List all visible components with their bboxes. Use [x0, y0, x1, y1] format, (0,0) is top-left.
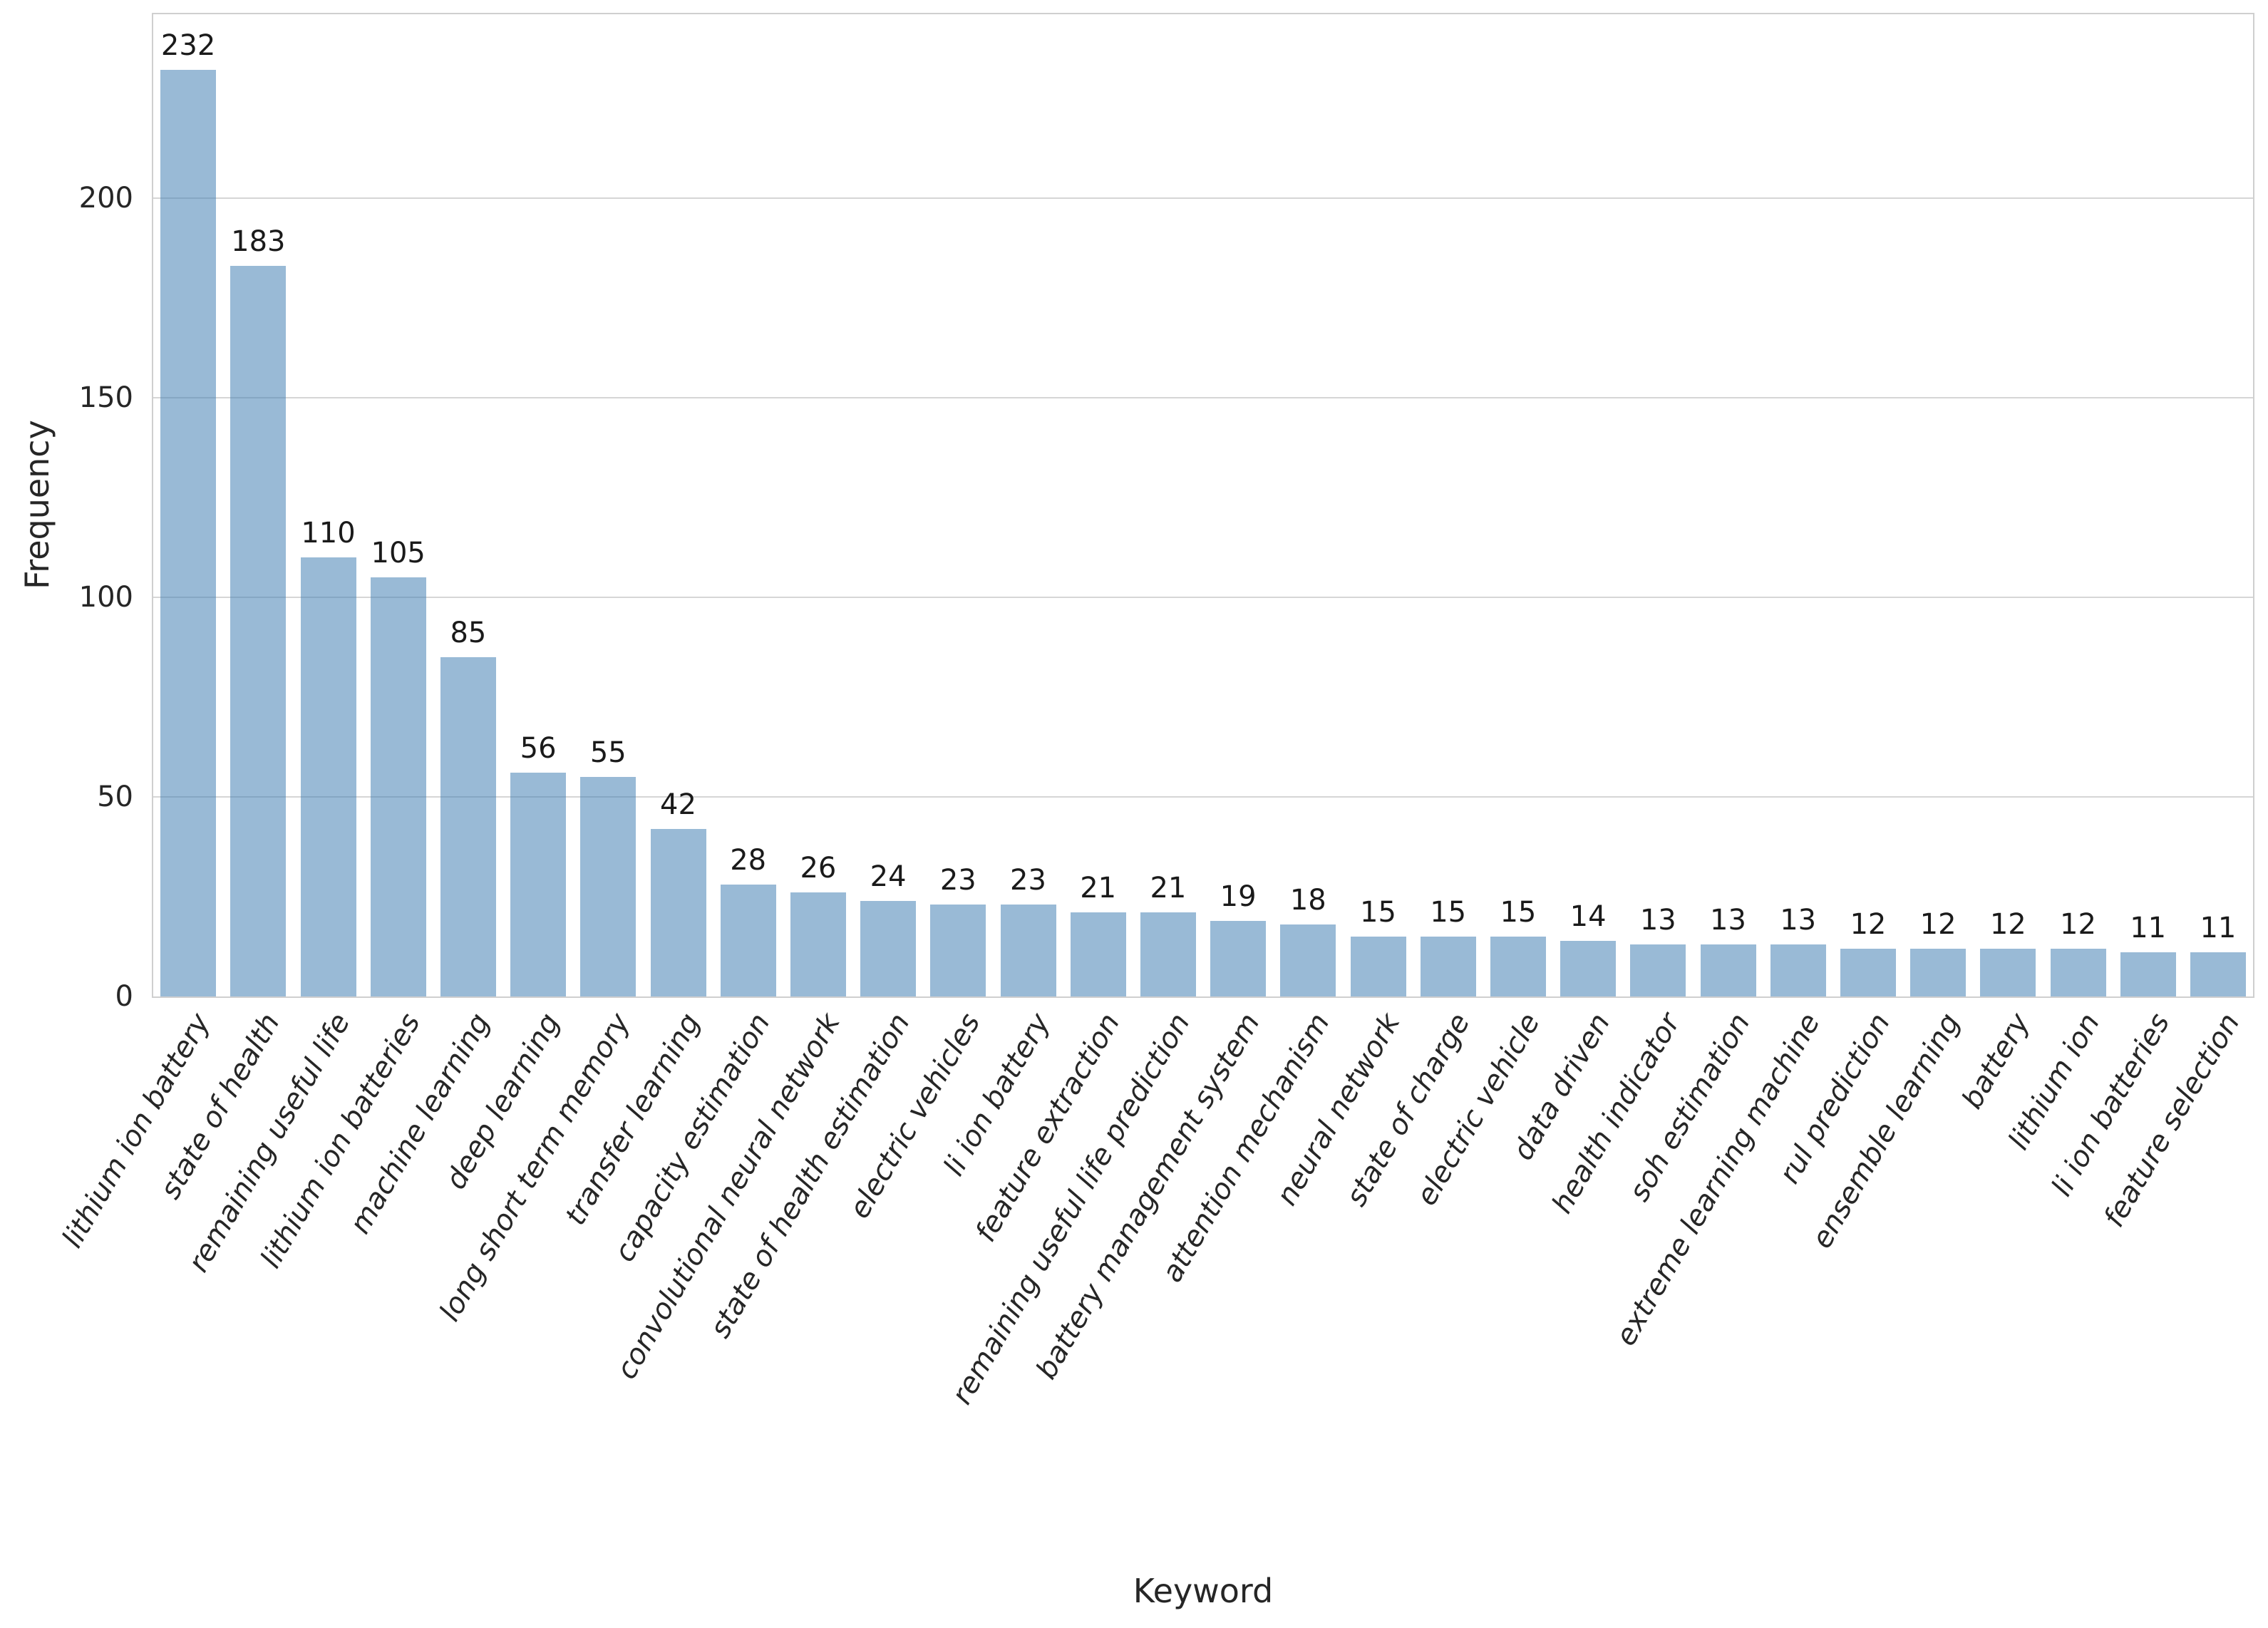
- bar-value-label: 23: [1010, 864, 1046, 897]
- bar: [1770, 944, 1826, 996]
- bar: [1210, 920, 1267, 996]
- bar-value-label: 13: [1780, 904, 1817, 937]
- y-tick-label: 150: [78, 381, 133, 414]
- bar: [1140, 912, 1196, 996]
- bar: [370, 577, 426, 996]
- bar: [160, 70, 217, 996]
- bar: [2050, 948, 2106, 996]
- bar-value-label: 232: [160, 29, 216, 63]
- bar: [1280, 924, 1336, 996]
- bar: [1350, 936, 1406, 996]
- bar-value-label: 11: [2200, 912, 2237, 945]
- bar: [2120, 952, 2176, 996]
- y-axis-title-text: Frequency: [18, 420, 56, 589]
- bar: [1980, 948, 2036, 996]
- bar: [790, 892, 846, 996]
- y-tick-label: 50: [97, 780, 133, 813]
- bar-value-label: 26: [800, 852, 837, 885]
- bar-value-label: 19: [1220, 880, 1257, 913]
- bar: [860, 900, 917, 996]
- bar-value-label: 12: [1919, 907, 1957, 941]
- bar: [1560, 940, 1617, 996]
- bar: [1490, 936, 1546, 996]
- bar-value-label: 24: [870, 860, 907, 893]
- bar-value-label: 14: [1569, 900, 1607, 933]
- bar: [1700, 944, 1756, 996]
- bar-value-label: 55: [589, 736, 627, 769]
- bar: [1910, 948, 1967, 996]
- y-tick-label: 200: [78, 181, 133, 215]
- y-tick-label: 100: [78, 580, 133, 614]
- bar: [1420, 936, 1476, 996]
- bar-value-label: 13: [1710, 904, 1746, 937]
- bar-value-label: 12: [1850, 907, 1887, 941]
- bar-value-label: 15: [1500, 895, 1537, 929]
- bar: [2190, 952, 2246, 996]
- bar-value-label: 15: [1430, 895, 1467, 929]
- bar-value-label: 23: [939, 864, 976, 897]
- bar-value-label: 21: [1150, 872, 1187, 905]
- x-tick-label-text: battery: [1956, 1008, 2037, 1115]
- gridline-50: [153, 795, 2253, 798]
- bar-value-label: 13: [1639, 904, 1676, 937]
- gridline-100: [153, 596, 2253, 598]
- bar-value-label: 42: [660, 788, 696, 821]
- bar-value-label: 18: [1289, 884, 1326, 917]
- bar: [440, 656, 496, 996]
- bar: [930, 905, 986, 996]
- plot-area: 232 183 110 105 85 56 55 42 28 26 24 23 23 21 21 19 18 15…: [152, 13, 2254, 998]
- bar-value-label: 56: [520, 732, 557, 766]
- bar: [650, 828, 706, 996]
- bar: [1070, 912, 1126, 996]
- bar-value-label: 11: [2130, 912, 2167, 945]
- bar-value-label: 12: [1989, 907, 2026, 941]
- bar: [1840, 948, 1896, 996]
- bar-value-label: 85: [450, 616, 487, 649]
- bar-value-label: 105: [371, 536, 426, 570]
- bar: [510, 773, 567, 996]
- bar-value-label: 21: [1080, 872, 1117, 905]
- bar: [720, 885, 776, 996]
- bar-value-label: 28: [730, 844, 767, 877]
- bar: [230, 265, 287, 996]
- bar-value-label: 110: [301, 516, 356, 550]
- y-tick-label: 0: [115, 980, 133, 1013]
- bar: [300, 557, 356, 996]
- y-axis-tick-labels: 0 50 100 150 200: [0, 0, 133, 1628]
- bar-value-label: 15: [1360, 895, 1396, 929]
- bar: [1000, 905, 1056, 996]
- bar: [1630, 944, 1686, 996]
- gridline-150: [153, 396, 2253, 398]
- x-tick-label-text: health indicator: [1545, 1008, 1687, 1220]
- bar: [580, 776, 636, 996]
- gridline-200: [153, 197, 2253, 199]
- bar-value-label: 183: [231, 225, 286, 258]
- x-axis-title-text: Keyword: [1133, 1572, 1274, 1610]
- bar-value-label: 12: [2060, 907, 2096, 941]
